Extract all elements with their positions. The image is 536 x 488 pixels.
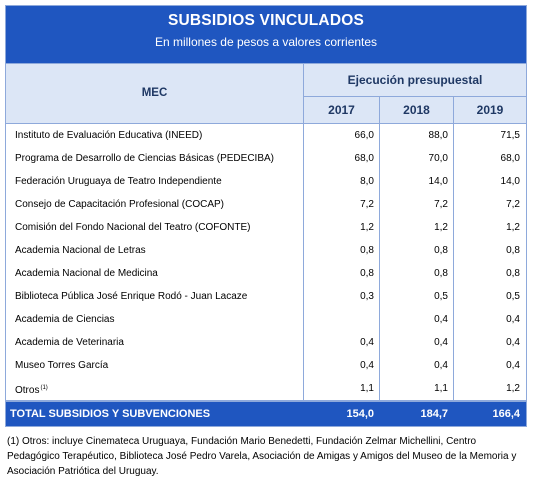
title-banner: SUBSIDIOS VINCULADOS En millones de peso… bbox=[5, 5, 527, 64]
budget-execution-header: Ejecución presupuestal bbox=[304, 64, 526, 97]
row-label-text: Academia Nacional de Medicina bbox=[15, 268, 158, 279]
table-row: Academia Nacional de Letras 0,8 0,8 0,8 bbox=[6, 239, 526, 262]
value-2018: 1,2 bbox=[434, 222, 448, 233]
column-header: MEC Ejecución presupuestal 2017 2018 201… bbox=[5, 64, 527, 123]
table-row: Otros(1) 1,1 1,1 1,2 bbox=[6, 377, 526, 400]
row-label: Academia Nacional de Medicina bbox=[15, 262, 158, 285]
table-row: Biblioteca Pública José Enrique Rodó - J… bbox=[6, 285, 526, 308]
value-2018: 14,0 bbox=[428, 176, 448, 187]
footnote: (1) Otros: incluye Cinemateca Uruguaya, … bbox=[7, 436, 517, 477]
value-2018: 0,8 bbox=[434, 245, 448, 256]
row-label-text: Otros bbox=[15, 385, 40, 396]
value-2017: 0,8 bbox=[360, 268, 374, 279]
row-label: Academia de Veterinaria bbox=[15, 331, 124, 354]
value-2019: 1,2 bbox=[506, 383, 520, 394]
row-label: Academia Nacional de Letras bbox=[15, 239, 146, 262]
table-row: Federación Uruguaya de Teatro Independie… bbox=[6, 170, 526, 193]
table-row: Comisión del Fondo Nacional del Teatro (… bbox=[6, 216, 526, 239]
total-row: TOTAL SUBSIDIOS Y SUBVENCIONES 154,0 184… bbox=[5, 401, 527, 427]
row-label: Comisión del Fondo Nacional del Teatro (… bbox=[15, 216, 250, 239]
value-2018: 1,1 bbox=[434, 383, 448, 394]
value-2017: 0,8 bbox=[360, 245, 374, 256]
value-2018: 0,4 bbox=[434, 360, 448, 371]
table-row: Instituto de Evaluación Educativa (INEED… bbox=[6, 124, 526, 147]
value-2017: 8,0 bbox=[360, 176, 374, 187]
value-2017: 1,1 bbox=[360, 383, 374, 394]
value-2018: 0,4 bbox=[434, 337, 448, 348]
row-label-text: Academia de Ciencias bbox=[15, 314, 115, 325]
total-2017: 154,0 bbox=[346, 408, 374, 420]
row-label-text: Consejo de Capacitación Profesional (COC… bbox=[15, 199, 224, 210]
table-row: Programa de Desarrollo de Ciencias Básic… bbox=[6, 147, 526, 170]
value-2017: 0,3 bbox=[360, 291, 374, 302]
row-label-text: Academia de Veterinaria bbox=[15, 337, 124, 348]
year-header-2019: 2019 bbox=[476, 103, 504, 117]
column-divider bbox=[379, 124, 380, 400]
row-label-text: Programa de Desarrollo de Ciencias Básic… bbox=[15, 153, 274, 164]
value-2019: 0,4 bbox=[506, 360, 520, 371]
entity-header: MEC bbox=[6, 64, 304, 123]
row-label: Programa de Desarrollo de Ciencias Básic… bbox=[15, 147, 274, 170]
value-2018: 0,5 bbox=[434, 291, 448, 302]
row-label: Otros(1) bbox=[15, 377, 48, 402]
total-label: TOTAL SUBSIDIOS Y SUBVENCIONES bbox=[10, 408, 211, 420]
value-2017: 0,4 bbox=[360, 337, 374, 348]
value-2019: 0,4 bbox=[506, 314, 520, 325]
value-2019: 7,2 bbox=[506, 199, 520, 210]
value-2018: 70,0 bbox=[428, 153, 448, 164]
table-row: Consejo de Capacitación Profesional (COC… bbox=[6, 193, 526, 216]
footnote-marker: (1) bbox=[40, 385, 48, 391]
value-2017: 1,2 bbox=[360, 222, 374, 233]
value-2019: 0,4 bbox=[506, 337, 520, 348]
value-2019: 0,8 bbox=[506, 245, 520, 256]
table-row: Academia de Veterinaria 0,4 0,4 0,4 bbox=[6, 331, 526, 354]
value-2018: 0,4 bbox=[434, 314, 448, 325]
row-label-text: Museo Torres García bbox=[15, 360, 109, 371]
column-divider bbox=[303, 124, 304, 400]
table-subtitle: En millones de pesos a valores corriente… bbox=[154, 35, 378, 49]
value-2019: 14,0 bbox=[500, 176, 520, 187]
subsidies-table: SUBSIDIOS VINCULADOS En millones de peso… bbox=[5, 5, 527, 479]
row-label-text: Biblioteca Pública José Enrique Rodó - J… bbox=[15, 291, 248, 302]
column-divider bbox=[453, 124, 454, 400]
value-2019: 0,5 bbox=[506, 291, 520, 302]
table-row: Academia Nacional de Medicina 0,8 0,8 0,8 bbox=[6, 262, 526, 285]
value-2019: 0,8 bbox=[506, 268, 520, 279]
value-2017: 0,4 bbox=[360, 360, 374, 371]
row-label-text: Comisión del Fondo Nacional del Teatro (… bbox=[15, 222, 251, 233]
row-label: Academia de Ciencias bbox=[15, 308, 115, 331]
row-label: Instituto de Evaluación Educativa (INEED… bbox=[15, 124, 202, 147]
value-2017: 7,2 bbox=[360, 199, 374, 210]
row-label: Federación Uruguaya de Teatro Independie… bbox=[15, 170, 222, 193]
year-header-2018: 2018 bbox=[380, 97, 454, 123]
table-row: Academia de Ciencias 0,4 0,4 bbox=[6, 308, 526, 331]
value-2017: 68,0 bbox=[354, 153, 374, 164]
year-header-2017: 2017 bbox=[304, 97, 380, 123]
row-label: Biblioteca Pública José Enrique Rodó - J… bbox=[15, 285, 247, 308]
row-label-text: Academia Nacional de Letras bbox=[15, 245, 146, 256]
total-2018: 184,7 bbox=[420, 408, 448, 420]
value-2018: 88,0 bbox=[428, 130, 448, 141]
row-label: Museo Torres García bbox=[15, 354, 108, 377]
total-2019: 166,4 bbox=[492, 408, 520, 420]
table-body: Instituto de Evaluación Educativa (INEED… bbox=[5, 123, 527, 401]
value-2018: 0,8 bbox=[434, 268, 448, 279]
value-2019: 71,5 bbox=[500, 130, 520, 141]
value-2018: 7,2 bbox=[434, 199, 448, 210]
row-label-text: Federación Uruguaya de Teatro Independie… bbox=[15, 176, 222, 187]
value-2017: 66,0 bbox=[354, 130, 374, 141]
value-2019: 68,0 bbox=[500, 153, 520, 164]
value-2019: 1,2 bbox=[506, 222, 520, 233]
row-label-text: Instituto de Evaluación Educativa (INEED… bbox=[15, 130, 203, 141]
table-row: Museo Torres García 0,4 0,4 0,4 bbox=[6, 354, 526, 377]
table-title: SUBSIDIOS VINCULADOS bbox=[167, 12, 365, 29]
row-label: Consejo de Capacitación Profesional (COC… bbox=[15, 193, 224, 216]
